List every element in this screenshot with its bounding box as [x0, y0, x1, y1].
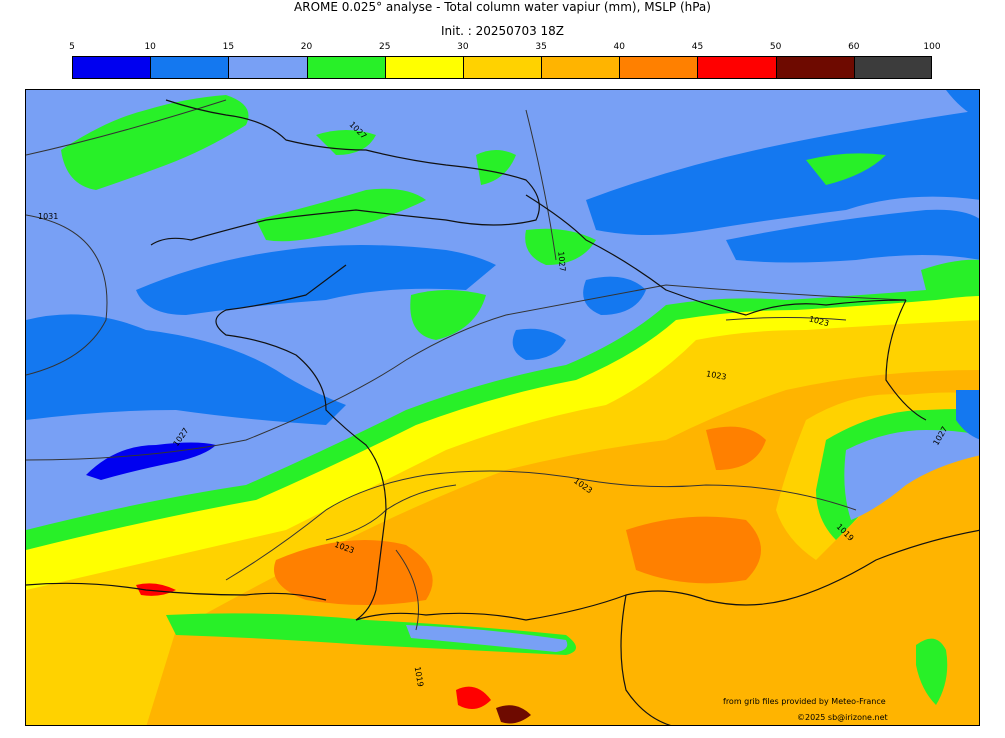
colorbar-tick-label: 100	[923, 42, 941, 52]
colorbar-divider	[775, 56, 777, 79]
data-source-credit: from grib files provided by Meteo-France	[723, 697, 886, 706]
tcwv-green-uk	[61, 95, 249, 190]
tcwv-green-england	[316, 130, 376, 155]
coastlines	[26, 99, 979, 725]
colorbar-tick-label: 5	[69, 42, 75, 52]
tcwv-band-10-15-north	[586, 110, 979, 235]
colorbar-tick-label: 60	[848, 42, 860, 52]
colorbar-swatch	[697, 56, 776, 79]
chart-title: AROME 0.025° analyse - Total column wate…	[294, 0, 711, 14]
isobar-label: 1031	[38, 212, 58, 221]
tcwv-green-germany	[806, 153, 886, 185]
colorbar-swatch	[72, 56, 151, 79]
tcwv-green-lux	[525, 228, 596, 265]
colorbar-divider	[228, 56, 230, 79]
tcwv-green-channel	[256, 188, 426, 242]
tcwv-alps-deep	[956, 390, 979, 440]
tcwv-band-10-15-channel	[136, 245, 496, 315]
tcwv-band-10-15-east	[726, 209, 979, 263]
colorbar-tick-label: 15	[222, 42, 235, 52]
tcwv-band-40-45-sw	[274, 540, 433, 605]
tcwv-corsica	[916, 638, 948, 705]
colorbar-divider	[462, 56, 464, 79]
tcwv-patch-10-15	[583, 276, 646, 315]
colorbar-swatch	[619, 56, 698, 79]
colorbar-divider	[619, 56, 621, 79]
colorbar-swatch	[384, 56, 463, 79]
mslp-isobars	[26, 99, 907, 631]
tcwv-green-east	[921, 259, 979, 293]
colorbar-swatch	[853, 56, 932, 79]
tcwv-band-50-60	[496, 705, 531, 724]
map-panel: 1031 1027 1027 1027 1023 1023 1023 1023 …	[25, 89, 980, 726]
colorbar-tick-label: 40	[613, 42, 625, 52]
tcwv-pyrenees-green	[166, 613, 576, 655]
isobar-label: 1027	[556, 251, 567, 272]
colorbar-divider	[150, 56, 152, 79]
tcwv-patch-10-15-b	[512, 328, 566, 360]
tcwv-alps-blue	[844, 430, 979, 520]
tcwv-band-45-50-b	[456, 686, 491, 709]
colorbar-swatch	[541, 56, 620, 79]
init-time: Init. : 20250703 18Z	[440, 24, 565, 38]
isobar-label: 1023	[705, 369, 727, 381]
colorbar-tick-label: 25	[378, 42, 391, 52]
colorbar-tick-label: 45	[691, 42, 704, 52]
colorbar-divider	[384, 56, 386, 79]
tcwv-band-45-50-a	[136, 583, 176, 596]
water-vapour-map: 1031 1027 1027 1027 1023 1023 1023 1023 …	[26, 90, 979, 725]
colorbar-divider	[697, 56, 699, 79]
tcwv-band-40-45-rhone	[706, 426, 766, 470]
tcwv-green-belgium	[476, 150, 516, 185]
colorbar-swatch	[150, 56, 229, 79]
colorbar-swatch	[775, 56, 854, 79]
colorbar-tick-label: 20	[300, 42, 313, 52]
colorbar-tick-label: 10	[144, 42, 156, 52]
colorbar-tick-label: 30	[457, 42, 469, 52]
colorbar-divider	[541, 56, 543, 79]
tcwv-green-paris	[410, 290, 486, 340]
tcwv-patch-5-10	[86, 442, 216, 480]
tcwv-pyrenees-blue	[406, 625, 568, 652]
isobar-label: 1019	[413, 666, 425, 688]
colorbar-swatch	[228, 56, 307, 79]
colorbar-swatch	[306, 56, 385, 79]
colorbar-divider	[853, 56, 855, 79]
colorbar-tick-label: 50	[769, 42, 782, 52]
colorbar-divider	[306, 56, 308, 79]
colorbar-tick-label: 35	[535, 42, 547, 52]
tcwv-corner-10-15	[946, 90, 979, 119]
colorbar-swatch	[462, 56, 542, 79]
copyright-credit: ©2025 sb@irizone.net	[797, 713, 888, 722]
tcwv-band-10-15-west	[26, 314, 346, 425]
tcwv-band-40-45-med	[626, 516, 761, 584]
